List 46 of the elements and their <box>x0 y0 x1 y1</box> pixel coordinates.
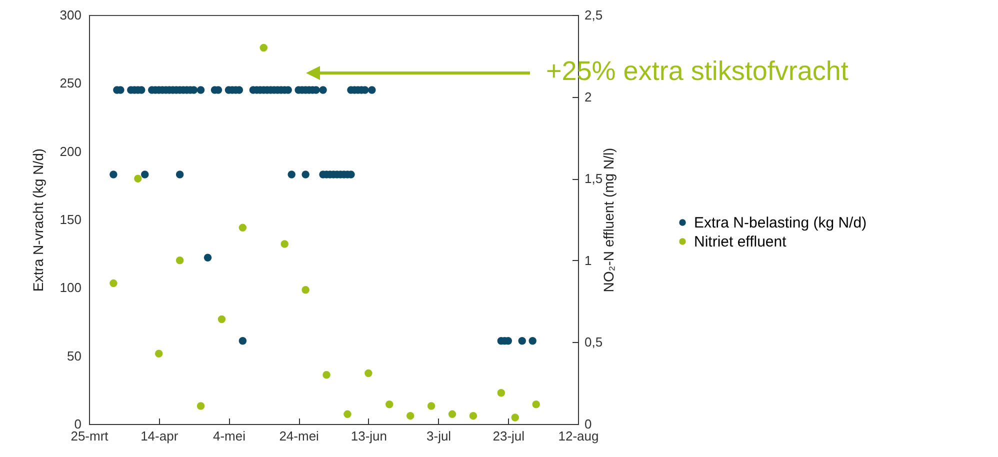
point <box>364 369 372 378</box>
x-tick-label: 23-jul <box>492 428 525 444</box>
point <box>427 402 436 410</box>
y2-tick-label: 0 <box>584 416 592 432</box>
y2-tick-label: 0,5 <box>584 334 603 350</box>
point <box>154 350 163 358</box>
x-tick-label: 25-mrt <box>70 428 109 444</box>
point <box>176 256 184 264</box>
x-tick-label: 14-apr <box>140 428 179 444</box>
y2-tick-label: 2 <box>584 89 592 104</box>
y-tick-label: 200 <box>60 144 82 159</box>
x-tick-label: 24-mei <box>279 428 320 444</box>
y2-tick-label: 1,5 <box>584 171 603 186</box>
y-tick-label: 300 <box>60 8 82 22</box>
point <box>302 286 310 294</box>
x-tick-label: 13-jun <box>350 428 387 444</box>
y-axis-title: Extra N-vracht (kg N/d) <box>30 148 46 292</box>
point <box>280 240 288 248</box>
point <box>406 412 414 420</box>
y-tick-label: 250 <box>60 76 82 91</box>
point <box>218 315 226 324</box>
point <box>134 174 142 182</box>
point <box>196 402 205 410</box>
x-tick-label: 12-aug <box>558 428 599 444</box>
point <box>448 410 456 418</box>
point <box>469 412 478 420</box>
y2-tick-label: 2,5 <box>584 8 603 22</box>
y2-tick-label: 1 <box>584 252 592 268</box>
y2-axis-title: NO₂-N effluent (mg N/l) <box>600 148 617 292</box>
point <box>322 371 330 379</box>
point <box>110 279 118 288</box>
point <box>260 44 268 52</box>
legend-label: Nitriet effluent <box>694 234 788 250</box>
y-tick-label: 100 <box>60 280 82 296</box>
y-tick-label: 50 <box>67 348 82 364</box>
point <box>344 410 352 418</box>
x-tick-label: 4-mei <box>212 428 246 444</box>
point <box>511 414 519 422</box>
point <box>386 400 394 408</box>
point <box>238 224 247 232</box>
legend-label: Extra N-belasting (kg N/d) <box>694 214 867 232</box>
point <box>532 400 540 408</box>
x-tick-label: 3-jul <box>426 428 452 444</box>
y-tick-label: 0 <box>74 416 82 432</box>
point <box>497 389 506 397</box>
y-tick-label: 150 <box>60 212 82 227</box>
